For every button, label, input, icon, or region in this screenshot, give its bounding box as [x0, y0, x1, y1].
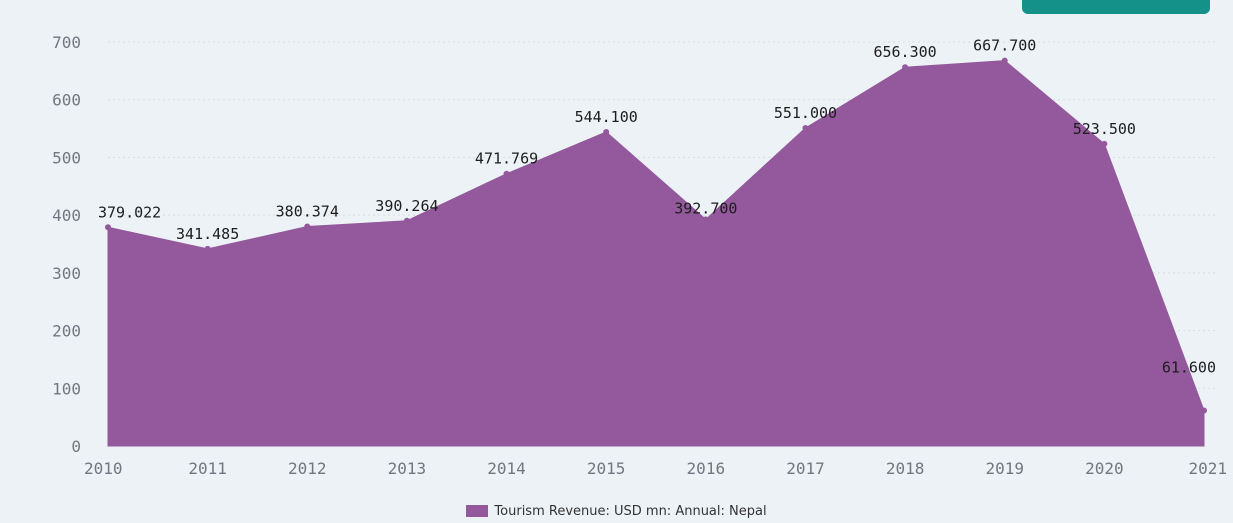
y-tick-label: 400 [52, 206, 81, 225]
x-tick-label: 2011 [188, 459, 227, 478]
x-tick-label: 2014 [487, 459, 526, 478]
data-point[interactable] [902, 64, 909, 71]
x-tick-label: 2018 [886, 459, 925, 478]
data-point[interactable] [1101, 140, 1108, 147]
data-label: 471.769 [475, 150, 538, 168]
y-tick-label: 700 [52, 33, 81, 52]
data-label: 523.500 [1073, 120, 1136, 138]
data-label: 380.374 [276, 202, 339, 220]
y-tick-label: 0 [71, 437, 81, 456]
x-tick-label: 2016 [687, 459, 726, 478]
data-point[interactable] [1201, 407, 1207, 414]
legend-swatch [466, 505, 489, 517]
data-point[interactable] [403, 217, 410, 224]
legend[interactable]: Tourism Revenue: USD mn: Annual: Nepal [0, 499, 1233, 523]
area-series[interactable] [107, 60, 1205, 447]
data-label: 551.000 [774, 104, 837, 122]
x-tick-label: 2015 [587, 459, 626, 478]
y-tick-label: 200 [52, 322, 81, 341]
data-point[interactable] [304, 223, 311, 230]
legend-label: Tourism Revenue: USD mn: Annual: Nepal [494, 503, 767, 519]
data-label: 61.600 [1162, 358, 1216, 376]
x-tick-label: 2021 [1188, 459, 1227, 478]
data-label: 379.022 [98, 203, 161, 221]
y-tick-label: 600 [52, 91, 81, 110]
data-point[interactable] [702, 216, 709, 223]
x-tick-label: 2017 [786, 459, 825, 478]
data-point[interactable] [603, 128, 610, 135]
x-tick-label: 2013 [388, 459, 427, 478]
x-tick-label: 2019 [985, 459, 1024, 478]
data-label: 667.700 [973, 37, 1036, 55]
y-tick-label: 500 [52, 148, 81, 167]
y-tick-label: 300 [52, 264, 81, 283]
data-point[interactable] [105, 224, 111, 231]
data-point[interactable] [503, 170, 510, 177]
data-label: 544.100 [575, 108, 638, 126]
y-tick-label: 100 [52, 379, 81, 398]
x-tick-label: 2012 [288, 459, 327, 478]
data-label: 341.485 [176, 225, 239, 243]
data-label: 656.300 [873, 43, 936, 61]
data-point[interactable] [802, 124, 809, 131]
corner-action-button[interactable] [1022, 0, 1210, 14]
data-point[interactable] [1001, 57, 1008, 64]
data-point[interactable] [204, 245, 211, 252]
x-tick-label: 2020 [1085, 459, 1124, 478]
data-label: 390.264 [375, 197, 438, 215]
data-label: 392.700 [674, 199, 737, 217]
x-tick-label: 2010 [84, 459, 123, 478]
